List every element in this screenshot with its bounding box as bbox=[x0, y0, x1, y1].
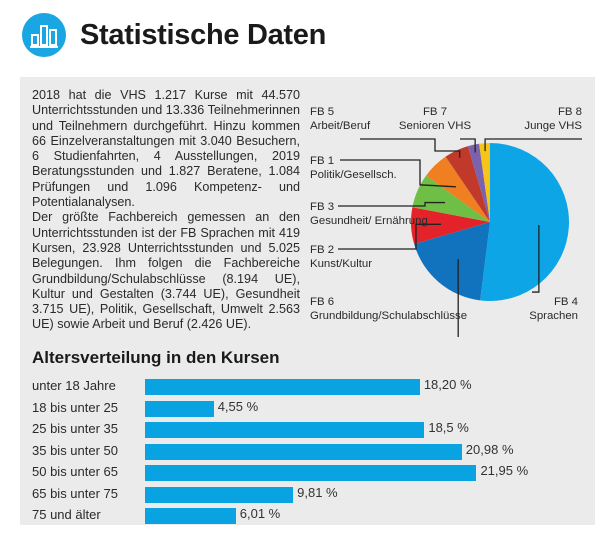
bar-row: 75 und älter 6,01 % bbox=[20, 506, 595, 526]
pie-chart-area: FB 4 Sprachen FB 6 Grundbildung/Schulabschl… bbox=[20, 77, 595, 337]
bar-row: 50 bis unter 65 21,95 % bbox=[20, 463, 595, 483]
pie-label-code: FB 2 bbox=[310, 244, 335, 256]
leader-line-fb1 bbox=[340, 159, 456, 188]
pie-label-name: Kunst/Kultur bbox=[310, 258, 373, 270]
bar bbox=[145, 465, 477, 481]
bar-category-label: 25 bis unter 35 bbox=[32, 421, 119, 436]
pie-label-fb6: FB 6 Grundbildung/Schulabschlüsse bbox=[310, 295, 467, 323]
leader-line-fb8 bbox=[484, 138, 582, 152]
bar-value-label: 18,20 % bbox=[423, 377, 472, 392]
pie-label-code: FB 1 bbox=[310, 155, 335, 167]
pie-label-name: Senioren VHS bbox=[398, 120, 472, 132]
pie-slice-fb4 bbox=[480, 143, 569, 301]
pie-label-fb3: FB 3 Gesundheit/ Ernährung bbox=[310, 200, 428, 228]
bar bbox=[145, 422, 425, 438]
pie-label-fb4: FB 4 Sprachen bbox=[504, 295, 578, 323]
pie-label-code: FB 5 bbox=[310, 106, 335, 118]
intro-text: 2018 hat die VHS 1.217 Kurse mit 44.570 … bbox=[32, 88, 300, 333]
pie-label-fb1: FB 1 Politik/Gesellsch. bbox=[310, 154, 397, 182]
pie-label-name: Politik/Gesellsch. bbox=[310, 169, 397, 181]
pie-slice-fb2 bbox=[411, 207, 490, 245]
bar-row: unter 18 Jahre 18,20 % bbox=[20, 377, 595, 397]
bar bbox=[145, 486, 294, 503]
bar-row: 25 bis unter 35 18,5 % bbox=[20, 420, 595, 440]
pie-label-code: FB 7 bbox=[422, 106, 448, 118]
pie-slice-fb3 bbox=[412, 175, 490, 222]
intro-paragraph-2: Der größte Fachbereich gemessen an den U… bbox=[32, 210, 300, 332]
pie-slice-fb1 bbox=[426, 156, 490, 222]
leader-line-fb5 bbox=[360, 138, 461, 158]
bar bbox=[145, 379, 420, 395]
pie-label-fb8: FB 8 Junge VHS bbox=[510, 105, 582, 133]
bar bbox=[145, 508, 236, 524]
pie-chart bbox=[338, 138, 582, 337]
leader-line-fb4 bbox=[532, 225, 540, 293]
pie-label-fb2: FB 2 Kunst/Kultur bbox=[310, 243, 372, 271]
pie-label-code: FB 3 bbox=[310, 201, 335, 213]
bar-value-label: 20,98 % bbox=[465, 441, 514, 457]
bar-value-label: 4,55 % bbox=[217, 398, 259, 414]
bar bbox=[145, 443, 462, 460]
leader-line-fb7 bbox=[460, 138, 476, 153]
bar-row: 35 bis unter 50 20,98 % bbox=[20, 442, 595, 462]
pie-label-name: Arbeit/Beruf bbox=[310, 120, 371, 132]
pie-slice-fb6 bbox=[414, 222, 490, 301]
leader-line-fb3 bbox=[338, 201, 446, 207]
pie-label-name: Gesundheit/ Ernährung bbox=[310, 215, 428, 227]
bar-row: 65 bis unter 75 9,81 % bbox=[20, 485, 595, 505]
leader-line-fb2 bbox=[338, 223, 442, 250]
age-chart-title: Altersverteilung in den Kursen bbox=[32, 348, 280, 367]
bar-category-label: 35 bis unter 50 bbox=[32, 442, 119, 458]
pie-label-fb7: FB 7 Senioren VHS bbox=[395, 105, 475, 133]
pie-label-fb5: FB 5 Arbeit/Beruf bbox=[310, 105, 370, 133]
pie-label-name: Sprachen bbox=[529, 310, 578, 322]
bar-value-label: 21,95 % bbox=[480, 463, 529, 478]
bar-category-label: 65 bis unter 75 bbox=[32, 485, 119, 501]
bar-category-label: 50 bis unter 65 bbox=[32, 464, 119, 479]
stats-panel: 2018 hat die VHS 1.217 Kurse mit 44.570 … bbox=[20, 77, 595, 525]
bar-category-label: unter 18 Jahre bbox=[32, 378, 116, 393]
bar-category-label: 18 bis unter 25 bbox=[32, 399, 119, 415]
bar-category-label: 75 und älter bbox=[32, 507, 101, 522]
bar-value-label: 18,5 % bbox=[428, 420, 469, 435]
leader-line-fb6 bbox=[457, 259, 459, 337]
pie-label-code: FB 6 bbox=[310, 296, 335, 308]
bar bbox=[145, 400, 214, 417]
header: Statistische Daten bbox=[22, 12, 326, 58]
pie-label-code: FB 4 bbox=[553, 296, 578, 308]
intro-paragraph-1: 2018 hat die VHS 1.217 Kurse mit 44.570 … bbox=[32, 88, 300, 210]
bar-row: 18 bis unter 25 4,55 % bbox=[20, 399, 595, 419]
pie-slice-fb5 bbox=[445, 146, 490, 222]
pie-label-name: Grundbildung/Schulabschlüsse bbox=[310, 310, 468, 322]
bar-value-label: 6,01 % bbox=[239, 506, 281, 521]
pie-slice-fb8 bbox=[479, 143, 490, 222]
bar-value-label: 9,81 % bbox=[297, 484, 338, 500]
pie-slice-fb7 bbox=[467, 143, 490, 222]
bar-chart-icon bbox=[22, 13, 66, 57]
page-title: Statistische Daten bbox=[80, 18, 327, 51]
pie-label-code: FB 8 bbox=[557, 106, 582, 118]
pie-label-name: Junge VHS bbox=[524, 120, 582, 132]
